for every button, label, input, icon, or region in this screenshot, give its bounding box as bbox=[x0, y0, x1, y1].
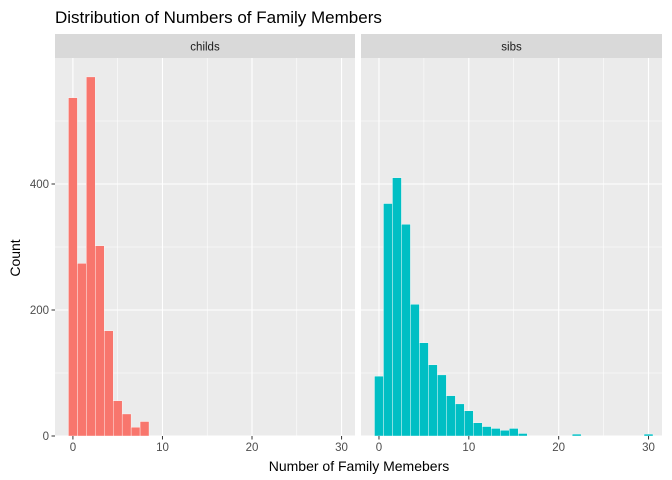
histogram-bar bbox=[113, 400, 123, 437]
histogram-bar bbox=[401, 224, 411, 437]
x-tick-label: 20 bbox=[552, 442, 565, 454]
facet-strip bbox=[361, 34, 662, 58]
facet-panels: childs 0 10 20 30 sibs 0 10 20 30 bbox=[55, 34, 662, 454]
histogram-bar bbox=[518, 433, 528, 437]
y-tick-label: 0 bbox=[43, 431, 49, 443]
histogram-bar bbox=[121, 413, 132, 437]
histogram-bar bbox=[500, 430, 510, 437]
histogram-bar bbox=[571, 433, 582, 437]
histogram-bar bbox=[392, 177, 402, 437]
histogram-bar bbox=[473, 422, 483, 437]
facet-strip-label: sibs bbox=[501, 42, 522, 54]
y-axis: 0 200 400 bbox=[30, 179, 55, 443]
histogram-bar bbox=[383, 203, 393, 437]
histogram-bar bbox=[374, 375, 384, 437]
histogram-bar bbox=[509, 428, 519, 437]
x-axis-title: Number of Family Memebers bbox=[269, 458, 450, 474]
y-tick-label: 400 bbox=[30, 179, 49, 191]
x-tick-label: 0 bbox=[376, 442, 382, 454]
histogram-bar bbox=[455, 403, 465, 437]
x-tick-label: 10 bbox=[156, 442, 169, 454]
histogram-bar bbox=[86, 76, 96, 437]
histogram-bar bbox=[130, 426, 141, 437]
histogram-bar bbox=[410, 304, 420, 437]
histogram-bar bbox=[428, 364, 438, 437]
y-axis-title: Count bbox=[7, 239, 23, 276]
facet-panel-childs: childs 0 10 20 30 bbox=[55, 34, 355, 454]
x-tick-label: 30 bbox=[642, 442, 655, 454]
facet-strip bbox=[55, 34, 355, 58]
chart-title: Distribution of Numbers of Family Member… bbox=[55, 8, 382, 27]
histogram-bar bbox=[419, 342, 429, 437]
facet-strip-label: childs bbox=[190, 42, 220, 54]
histogram-bar bbox=[464, 410, 474, 437]
histogram-bar bbox=[643, 433, 654, 437]
histogram-bar bbox=[482, 426, 492, 437]
histogram-bar bbox=[77, 263, 87, 437]
histogram-bar bbox=[139, 421, 150, 437]
histogram-bar bbox=[104, 330, 114, 437]
x-tick-label: 20 bbox=[246, 442, 259, 454]
histogram-bar bbox=[437, 374, 447, 437]
histogram-bar bbox=[491, 428, 501, 437]
histogram-bar bbox=[95, 245, 105, 437]
histogram-bar bbox=[446, 395, 456, 437]
facet-panel-sibs: sibs 0 10 20 30 bbox=[361, 34, 662, 454]
x-tick-label: 0 bbox=[70, 442, 76, 454]
x-tick-label: 10 bbox=[462, 442, 475, 454]
x-tick-label: 30 bbox=[335, 442, 348, 454]
y-tick-label: 200 bbox=[30, 305, 49, 317]
histogram-bar bbox=[68, 97, 78, 437]
